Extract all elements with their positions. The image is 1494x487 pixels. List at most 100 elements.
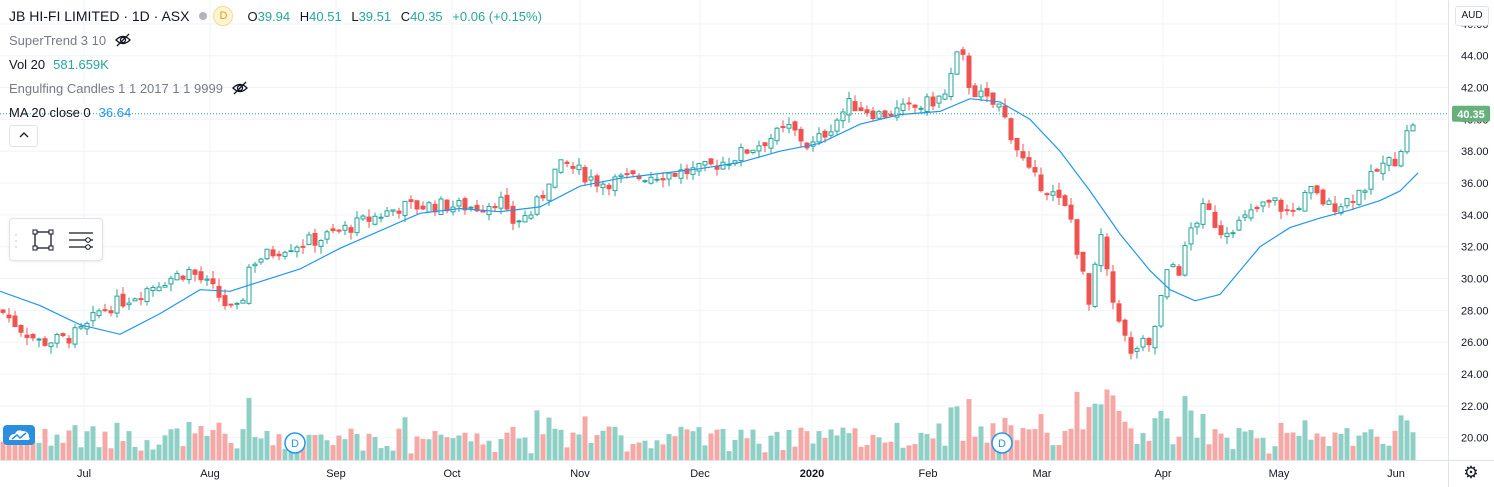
candle-body: [612, 176, 618, 192]
volume-bar: [330, 445, 336, 460]
volume-bar: [702, 445, 708, 460]
volume-bar: [912, 444, 918, 460]
indicator-volume[interactable]: Vol 20 581.659K: [9, 52, 548, 76]
candle-body: [870, 110, 876, 119]
volume-bar: [1158, 410, 1164, 460]
candle-body: [1212, 211, 1218, 228]
candle-body: [1140, 337, 1146, 348]
time-tick-label: Jun: [1387, 468, 1405, 480]
volume-bar: [138, 450, 144, 460]
volume-bar: [882, 442, 888, 460]
candle-body: [1200, 203, 1206, 225]
volume-bar: [1242, 431, 1248, 460]
candle-body: [960, 49, 966, 55]
volume-bar: [1206, 444, 1212, 460]
candle-body: [354, 217, 360, 234]
volume-bar: [222, 433, 228, 460]
volume-bar: [1392, 430, 1398, 460]
candle-body: [222, 295, 228, 307]
volume-bar: [228, 442, 234, 460]
candle-body: [558, 159, 564, 173]
time-tick-label: Jul: [77, 468, 91, 480]
ohlc-values: O39.94 H40.51 L39.51 C40.35 +0.06 (+0.15…: [247, 9, 547, 24]
volume-bar: [354, 434, 360, 460]
eye-off-icon[interactable]: [114, 33, 132, 47]
candle-body: [1044, 193, 1050, 196]
volume-bar: [546, 417, 552, 460]
candle-body: [762, 142, 768, 147]
candle-body: [1410, 124, 1416, 132]
volume-bar: [126, 431, 132, 460]
volume-bar: [1074, 391, 1080, 460]
volume-bar: [726, 451, 732, 460]
volume-bar: [486, 440, 492, 460]
market-status-dot: [199, 12, 208, 20]
candle-body: [990, 92, 996, 105]
drawing-toolbox[interactable]: · · ·: [9, 218, 103, 261]
volume-bar: [936, 423, 942, 460]
candle-body: [1086, 273, 1092, 305]
candle-body: [1116, 303, 1122, 322]
candle-body: [588, 176, 594, 181]
candle-body: [1272, 197, 1278, 202]
chart-legend: JB HI-FI LIMITED · 1D · ASX D O39.94 H40…: [9, 4, 548, 124]
eye-off-icon[interactable]: [231, 81, 249, 95]
object-tree-icon[interactable]: [68, 229, 94, 251]
indicator-supertrend[interactable]: SuperTrend 3 10: [9, 28, 548, 52]
candle-body: [198, 271, 204, 281]
candle-body: [702, 161, 708, 166]
close-value: 40.35: [410, 8, 443, 24]
volume-bar: [360, 450, 366, 460]
volume-bar: [396, 428, 402, 460]
candle-body: [30, 334, 36, 339]
candle-body: [546, 183, 552, 201]
candle-body: [162, 284, 168, 288]
candle-body: [930, 96, 936, 107]
candle-body: [1290, 209, 1296, 212]
volume-bar: [1182, 396, 1188, 460]
volume-bar: [240, 429, 246, 460]
currency-badge[interactable]: AUD: [1455, 6, 1489, 26]
tradingview-logo-icon[interactable]: [3, 425, 35, 445]
candle-body: [1374, 169, 1380, 172]
candle-body: [6, 314, 12, 319]
candle-body: [132, 298, 138, 302]
candle-body: [36, 338, 42, 341]
high-value: 40.51: [309, 8, 342, 24]
volume-bar: [522, 437, 528, 460]
indicator-value: 581.659K: [53, 56, 109, 72]
volume-bar: [168, 429, 174, 460]
drag-handle-icon[interactable]: · · ·: [14, 227, 18, 253]
candle-body: [120, 293, 126, 307]
candle-body: [888, 113, 894, 117]
candle-body: [1218, 225, 1224, 236]
candle-body: [630, 170, 636, 175]
volume-bar: [654, 440, 660, 460]
dividend-badge[interactable]: D: [213, 6, 234, 26]
candle-body: [1242, 214, 1248, 218]
high-label: H: [299, 8, 310, 24]
indicator-engulfing[interactable]: Engulfing Candles 1 1 2017 1 1 9999: [9, 76, 548, 100]
volume-bar: [840, 427, 846, 460]
candle-body: [336, 229, 342, 232]
candle-body: [330, 228, 336, 232]
candle-body: [372, 215, 378, 225]
symbol-row: JB HI-FI LIMITED · 1D · ASX D O39.94 H40…: [9, 4, 548, 28]
volume-bar: [1272, 446, 1278, 460]
volume-bar: [1116, 410, 1122, 460]
symbol-title[interactable]: JB HI-FI LIMITED · 1D · ASX: [9, 8, 190, 24]
volume-bar: [1338, 433, 1344, 460]
legend-collapse-button[interactable]: [9, 125, 38, 147]
dividend-marker-icon: [991, 432, 1013, 454]
gear-icon[interactable]: ⚙: [1463, 463, 1479, 482]
candle-body: [912, 104, 918, 108]
indicator-ma[interactable]: MA 20 close 0 36.64: [9, 100, 548, 124]
rectangle-tool-icon[interactable]: [32, 229, 54, 251]
ma-line: [0, 98, 1419, 335]
volume-bar: [366, 433, 372, 460]
candle-body: [72, 327, 78, 345]
change-value: +0.06 (+0.15%): [452, 8, 542, 24]
volume-bar: [1290, 432, 1296, 460]
